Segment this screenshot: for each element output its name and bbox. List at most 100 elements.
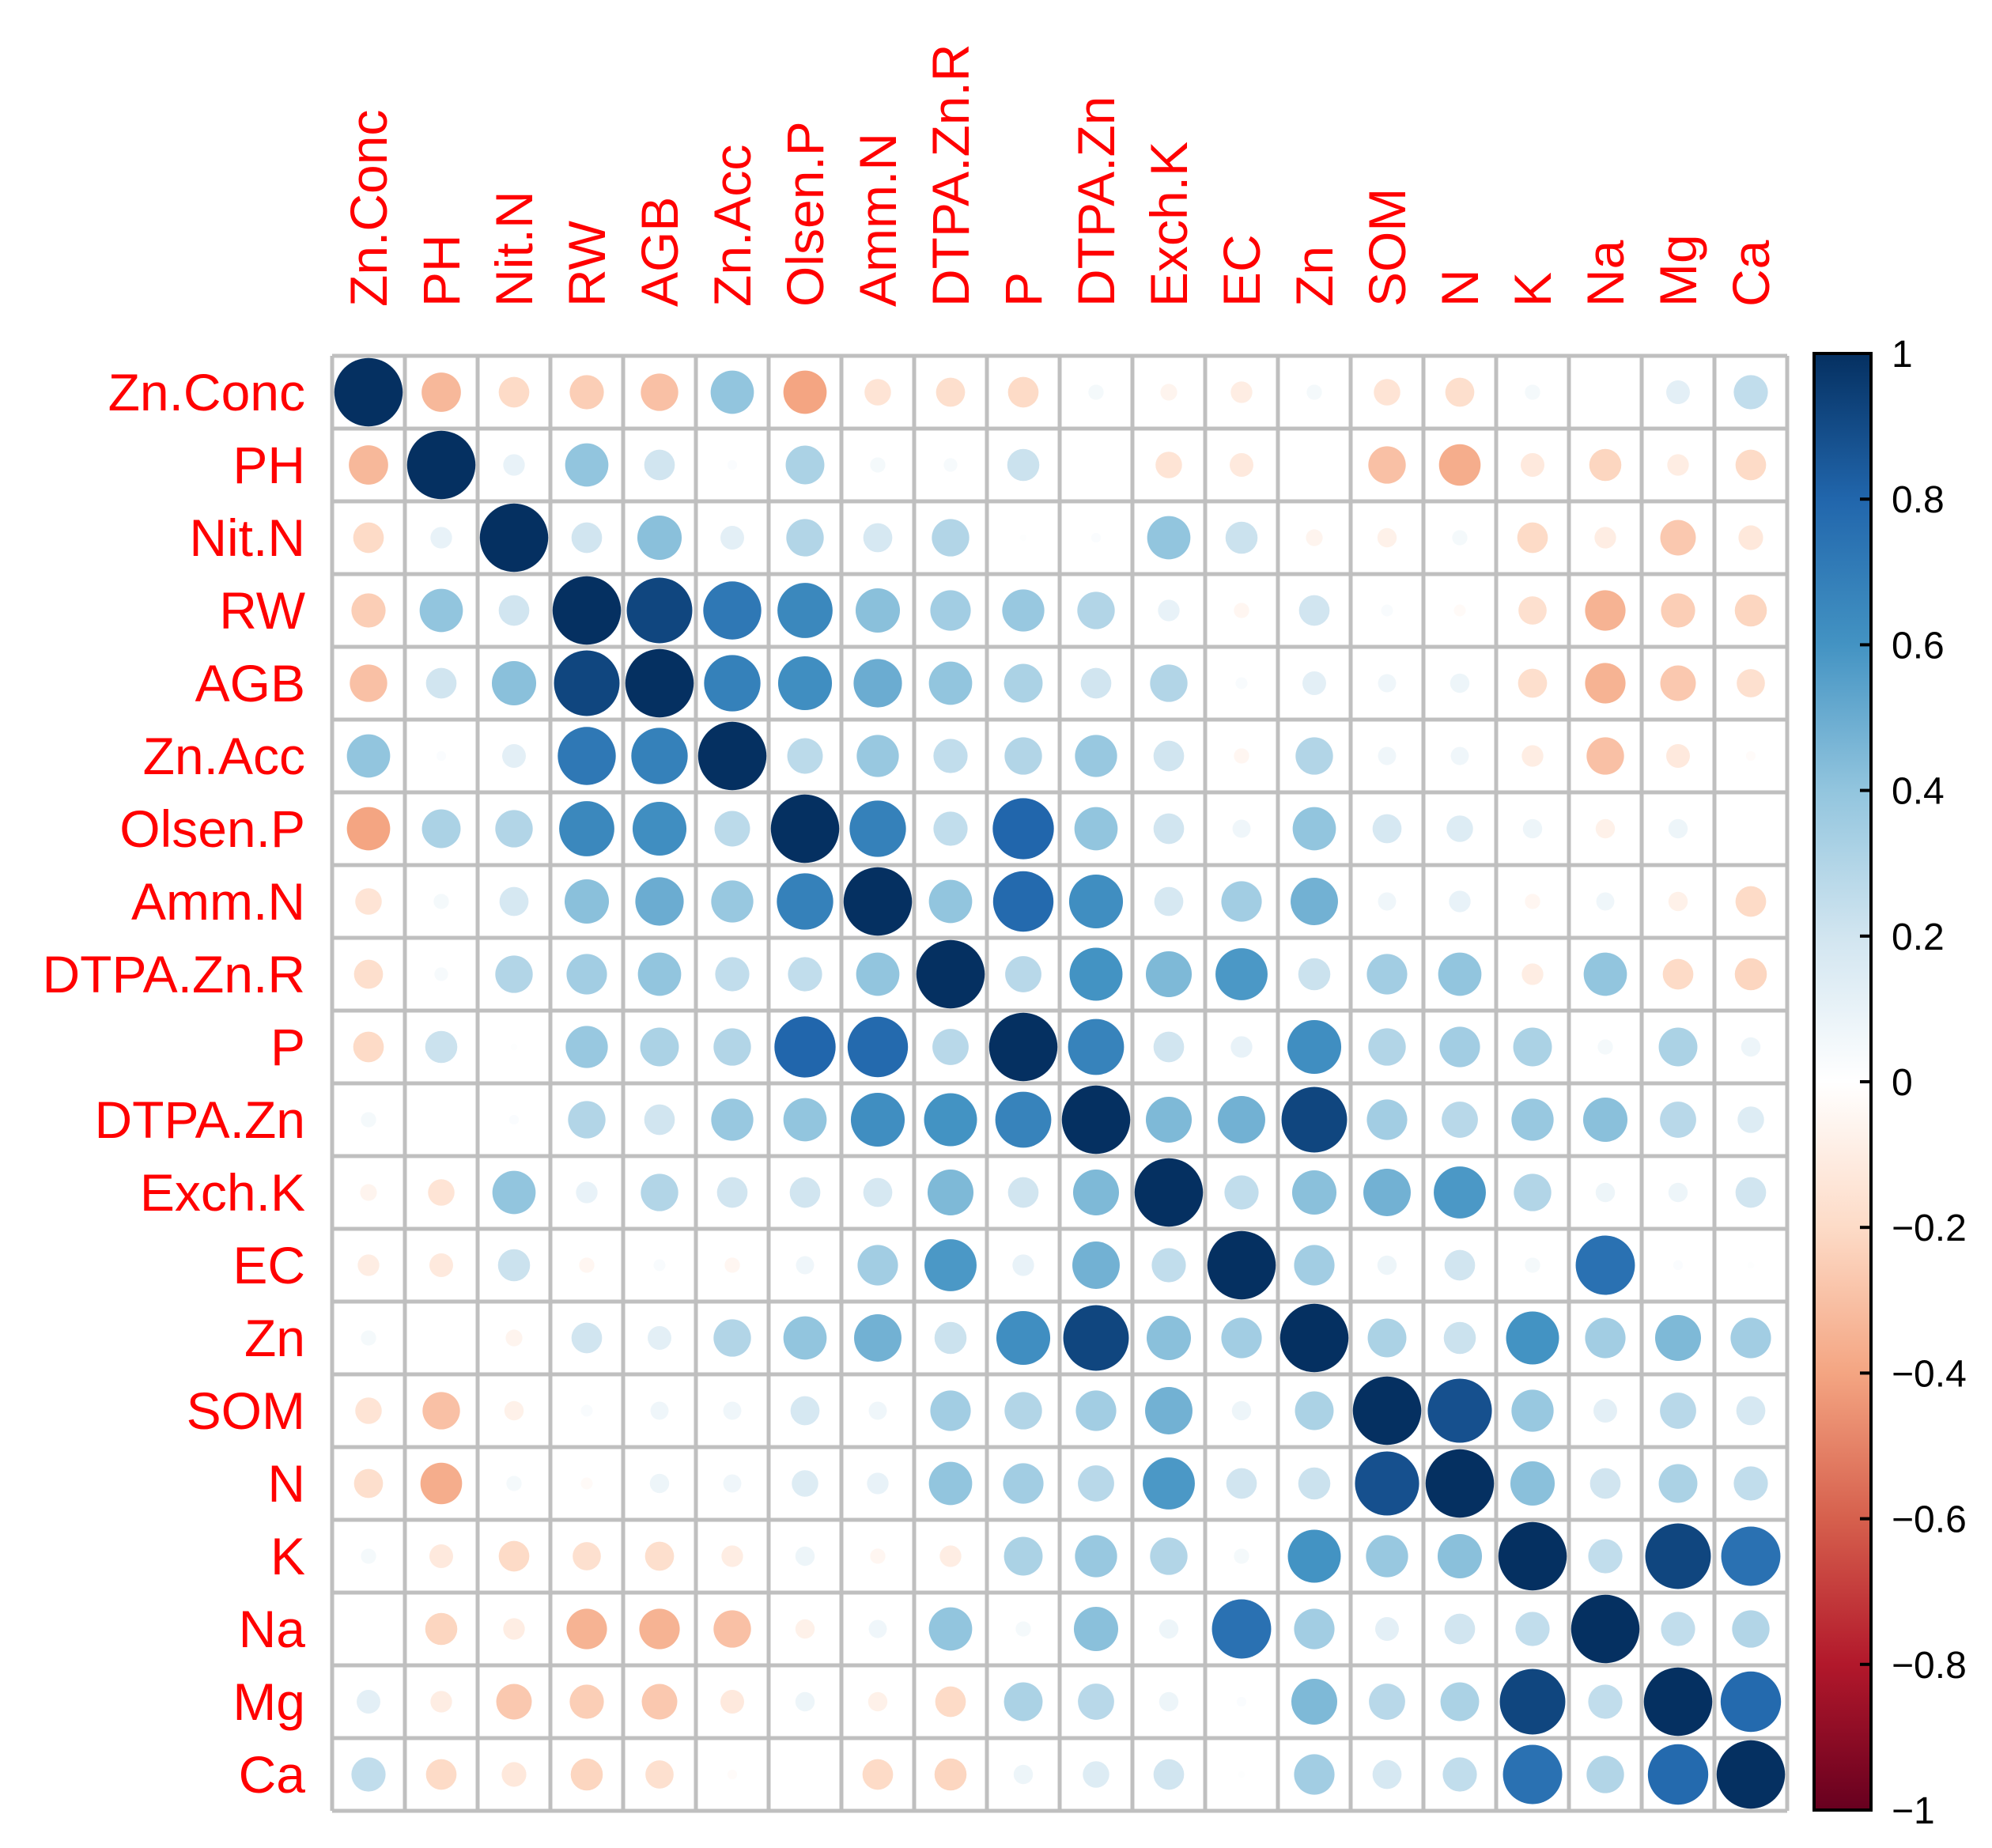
corr-circle-Na-Ca: Na × Ca: 0.3 (1732, 1610, 1770, 1648)
corr-circle-DTPA.Zn.R-RW: DTPA.Zn.R × RW: 0.35 (566, 954, 607, 995)
corr-circle-N-Mg: N × Mg: 0.32 (1658, 1464, 1698, 1503)
corr-circle-Zn.Acc-P: Zn.Acc × P: 0.3 (1004, 737, 1042, 775)
corr-circle-EC-Exch.K: EC × Exch.K: 0.25 (1151, 1248, 1186, 1283)
corr-circle-RW-RW: RW × RW: 1 (552, 576, 622, 645)
row-label: Exch.K (140, 1163, 305, 1222)
corr-circle-Nit.N-N: Nit.N × N: 0.05 (1452, 530, 1468, 546)
corr-circle-N-EC: N × EC: 0.2 (1226, 1468, 1257, 1499)
corr-circle-Olsen.P-Zn.Acc: Olsen.P × Zn.Acc: 0.27 (714, 811, 750, 847)
corr-circle-Ca-AGB: Ca × AGB: -0.17 (645, 1760, 674, 1789)
corr-circle-Exch.K-N: Exch.K × N: 0.58 (1434, 1166, 1486, 1219)
corr-circle-Zn.Conc-Olsen.P: Zn.Conc × Olsen.P: -0.4 (783, 370, 827, 414)
corr-circle-Zn-P: Zn × P: 0.62 (996, 1310, 1051, 1366)
corr-circle-Zn.Conc-EC: Zn.Conc × EC: -0.1 (1230, 381, 1253, 403)
corr-circle-Zn.Conc-Zn.Acc: Zn.Conc × Zn.Acc: 0.4 (710, 370, 754, 414)
corr-circle-Zn.Acc-EC: Zn.Acc × EC: -0.05 (1234, 748, 1249, 764)
corr-circle-DTPA.Zn.R-Ca: DTPA.Zn.R × Ca: -0.22 (1734, 958, 1767, 991)
corr-circle-N-Zn.Acc: N × Zn.Acc: 0.07 (723, 1474, 742, 1493)
column-label: Zn.Conc (339, 110, 398, 307)
corr-circle-N-RW: N × RW: -0.03 (580, 1477, 593, 1490)
corr-circle-Amm.N-P: Amm.N × P: 0.78 (992, 871, 1054, 932)
corr-circle-SOM-Ca: SOM × Ca: 0.18 (1736, 1396, 1766, 1426)
corr-circle-RW-DTPA.Zn.R: RW × DTPA.Zn.R: 0.35 (930, 590, 971, 631)
corr-circle-RW-N: RW × N: -0.03 (1453, 604, 1466, 617)
column-label: Exch.K (1140, 142, 1198, 307)
corr-circle-Zn.Conc-Amm.N: Zn.Conc × Amm.N: -0.15 (864, 379, 891, 406)
corr-circle-P-Nit.N: P × Nit.N: 0.01 (510, 1043, 518, 1051)
corr-circle-DTPA.Zn.R-Zn.Acc: DTPA.Zn.R × Zn.Acc: 0.25 (715, 957, 750, 992)
corr-circle-EC-Zn.Conc: EC × Zn.Conc: -0.1 (357, 1254, 380, 1276)
corr-circle-K-Nit.N: K × Nit.N: -0.2 (498, 1540, 530, 1572)
corr-circle-Zn-Na: Zn × Na: 0.35 (1585, 1317, 1626, 1359)
corr-circle-Amm.N-Zn: Amm.N × Zn: 0.48 (1291, 878, 1338, 925)
corr-circle-Nit.N-Nit.N: Nit.N × Nit.N: 1 (479, 503, 549, 573)
corr-circle-AGB-EC: AGB × EC: 0.03 (1235, 677, 1248, 690)
corr-circle-DTPA.Zn.R-Na: DTPA.Zn.R × Na: 0.4 (1583, 952, 1627, 996)
row-label: Mg (232, 1672, 305, 1731)
corr-circle-RW-Zn: RW × Zn: 0.2 (1298, 595, 1330, 626)
corr-circle-DTPA.Zn-RW: DTPA.Zn × RW: 0.3 (568, 1101, 606, 1139)
corr-circle-P-K: P × K: 0.32 (1513, 1027, 1552, 1067)
corr-circle-Amm.N-Olsen.P: Amm.N × Olsen.P: 0.68 (777, 873, 833, 930)
corr-circle-Amm.N-N: Amm.N × N: 0.1 (1449, 890, 1471, 913)
corr-circle-RW-Mg: RW × Mg: -0.25 (1661, 593, 1695, 628)
corr-circle-DTPA.Zn.R-AGB: DTPA.Zn.R × AGB: 0.4 (637, 952, 682, 996)
corr-circle-P-DTPA.Zn.R: P × DTPA.Zn.R: 0.28 (932, 1029, 969, 1065)
corr-circle-DTPA.Zn-AGB: DTPA.Zn × AGB: 0.2 (644, 1104, 675, 1136)
row-label: DTPA.Zn (95, 1090, 305, 1149)
corr-circle-RW-Ca: RW × Ca: -0.22 (1734, 594, 1767, 627)
corr-circle-P-AGB: P × AGB: 0.32 (640, 1027, 679, 1067)
corr-circle-SOM-PH: SOM × PH: -0.3 (422, 1392, 460, 1430)
corr-circle-K-Zn: K × Zn: 0.6 (1287, 1529, 1341, 1583)
corr-circle-AGB-Nit.N: AGB × Nit.N: 0.42 (491, 660, 537, 706)
corr-circle-Nit.N-Zn.Acc: Nit.N × Zn.Acc: 0.12 (720, 526, 744, 550)
corr-circle-Zn-Nit.N: Zn × Nit.N: -0.06 (505, 1329, 523, 1347)
corr-circle-P-Amm.N: P × Amm.N: 0.78 (847, 1016, 909, 1078)
corr-circle-DTPA.Zn-EC: DTPA.Zn × EC: 0.48 (1218, 1096, 1265, 1143)
corr-circle-P-Zn.Conc: P × Zn.Conc: -0.2 (353, 1031, 384, 1063)
corr-circle-Amm.N-Zn.Conc: Amm.N × Zn.Conc: -0.15 (355, 888, 382, 915)
corr-circle-SOM-K: SOM × K: 0.38 (1511, 1389, 1554, 1432)
corr-circle-AGB-K: AGB × K: -0.18 (1518, 668, 1548, 698)
row-label: Zn (244, 1309, 305, 1367)
corr-circle-Amm.N-Amm.N: Amm.N × Amm.N: 1 (843, 867, 913, 936)
corr-circle-AGB-RW: AGB × RW: 0.92 (554, 650, 620, 716)
corr-circle-Ca-Mg: Ca × Mg: 0.78 (1647, 1744, 1709, 1805)
corr-circle-RW-Olsen.P: RW × Olsen.P: 0.65 (777, 583, 833, 638)
corr-circle-Ca-EC: Ca × EC: 0.01 (1238, 1771, 1245, 1778)
corr-circle-Exch.K-Zn.Conc: Exch.K × Zn.Conc: -0.06 (360, 1184, 377, 1201)
corr-circle-Amm.N-PH: Amm.N × PH: 0.05 (433, 894, 449, 909)
corr-circle-Ca-P: Ca × P: 0.08 (1013, 1764, 1034, 1785)
corr-circle-Olsen.P-K: Olsen.P × K: 0.08 (1522, 818, 1543, 839)
corr-circle-Zn.Acc-Zn.Acc: Zn.Acc × Zn.Acc: 1 (697, 721, 767, 791)
colorbar-tick-label: −0.6 (1892, 1499, 1967, 1541)
row-label: Zn.Conc (108, 363, 305, 421)
corr-circle-K-EC: K × EC: 0.05 (1234, 1548, 1249, 1564)
corr-circle-AGB-Ca: AGB × Ca: -0.17 (1737, 669, 1765, 697)
corr-circle-N-Exch.K: N × Exch.K: 0.58 (1143, 1457, 1195, 1510)
corr-circle-Ca-Ca: Ca × Ca: 1 (1716, 1740, 1786, 1809)
corr-circle-SOM-Exch.K: SOM × Exch.K: 0.48 (1145, 1387, 1193, 1434)
corr-circle-Olsen.P-Zn: Olsen.P × Zn: 0.4 (1292, 807, 1336, 851)
corr-circle-Amm.N-Ca: Amm.N × Ca: -0.2 (1735, 886, 1767, 917)
corr-circle-Zn-DTPA.Zn: Zn × DTPA.Zn: 0.92 (1063, 1305, 1129, 1371)
corr-circle-P-Zn.Acc: P × Zn.Acc: 0.3 (713, 1028, 751, 1066)
column-label: Ca (1722, 240, 1780, 307)
corr-circle-K-SOM: K × SOM: 0.38 (1366, 1535, 1408, 1578)
corr-circle-Ca-DTPA.Zn: Ca × DTPA.Zn: 0.15 (1083, 1761, 1109, 1788)
corr-circle-Mg-PH: Mg × PH: -0.1 (430, 1691, 452, 1713)
corr-circle-Mg-EC: Mg × EC: 0.02 (1236, 1696, 1247, 1707)
corr-circle-Ca-DTPA.Zn.R: Ca × DTPA.Zn.R: -0.22 (934, 1758, 967, 1791)
corr-circle-P-Zn: P × Zn: 0.62 (1287, 1019, 1342, 1075)
corr-circle-Amm.N-DTPA.Zn.R: Amm.N × DTPA.Zn.R: 0.4 (928, 879, 973, 924)
corr-circle-Zn-DTPA.Zn.R: Zn × DTPA.Zn.R: 0.22 (934, 1321, 967, 1355)
corr-circle-Amm.N-AGB: Amm.N × AGB: 0.5 (635, 877, 684, 926)
corr-circle-K-AGB: K × AGB: -0.18 (644, 1541, 675, 1571)
corr-circle-K-N: K × N: 0.42 (1437, 1533, 1483, 1579)
corr-circle-EC-EC: EC × EC: 1 (1207, 1230, 1276, 1300)
corr-circle-Mg-RW: Mg × RW: -0.25 (569, 1684, 604, 1719)
corr-circle-Zn.Acc-DTPA.Zn.R: Zn.Acc × DTPA.Zn.R: 0.25 (933, 739, 968, 773)
corr-circle-Olsen.P-DTPA.Zn.R: Olsen.P × DTPA.Zn.R: 0.25 (933, 811, 968, 846)
column-label: Amm.N (849, 133, 907, 307)
corr-circle-PH-Zn.Acc: PH × Zn.Acc: 0.02 (727, 459, 738, 471)
